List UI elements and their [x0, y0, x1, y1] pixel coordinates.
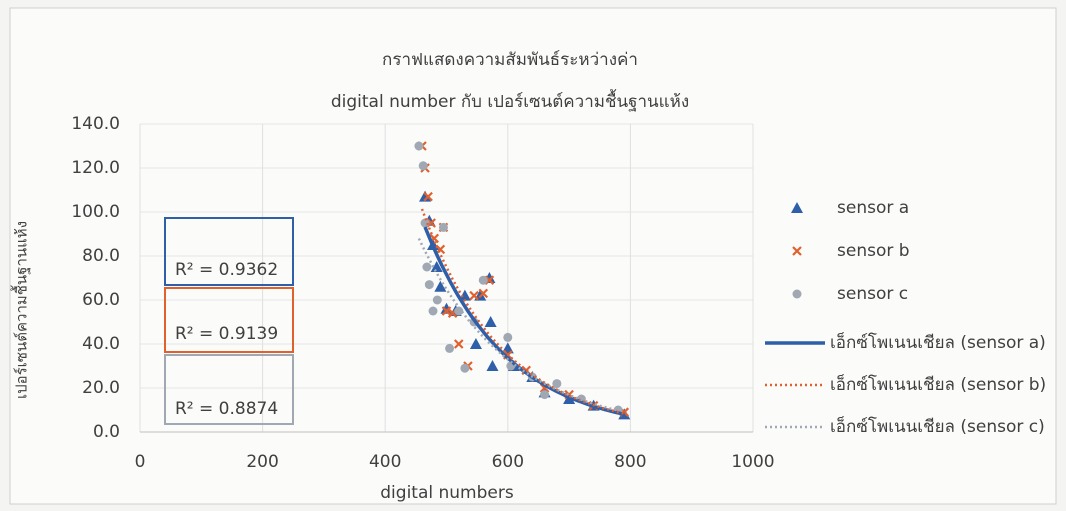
chart-subtitle: digital number กับ เปอร์เซนต์ความชื้นฐาน… — [331, 89, 689, 112]
marker — [458, 289, 471, 301]
x-tick-label: 200 — [246, 452, 278, 472]
chart-title: กราฟแสดงความสัมพันธ์ระหว่างค่า — [382, 50, 638, 70]
marker — [503, 332, 513, 342]
marker — [432, 295, 442, 305]
marker — [486, 360, 499, 371]
r2-box — [164, 217, 294, 286]
y-axis-label: เปอร์เซนต์ความชื้นฐานแห้ง — [11, 221, 31, 399]
marker — [419, 190, 432, 202]
trendline — [423, 226, 625, 417]
legend-label: เอ็กซ์โพเนนเชียล (sensor c) — [830, 415, 1045, 437]
marker — [540, 390, 550, 400]
marker — [469, 338, 482, 349]
marker — [469, 290, 479, 301]
marker — [418, 161, 428, 171]
marker — [552, 379, 562, 389]
marker — [430, 261, 443, 272]
y-tick-label: 120.0 — [71, 158, 120, 178]
marker — [441, 306, 452, 316]
x-tick-label: 0 — [135, 452, 146, 472]
y-tick-label: 100.0 — [71, 202, 120, 222]
x-tick-label: 1000 — [731, 452, 774, 472]
r2-box — [164, 287, 294, 353]
legend-marker — [791, 202, 803, 213]
marker — [414, 141, 424, 151]
marker — [484, 316, 497, 327]
legend-label: เอ็กซ์โพเนนเชียล (sensor a) — [830, 331, 1046, 353]
x-tick-label: 800 — [614, 452, 646, 472]
y-tick-label: 60.0 — [82, 290, 120, 310]
y-tick-label: 40.0 — [82, 334, 120, 354]
marker — [478, 275, 488, 285]
marker — [423, 191, 433, 202]
legend-label: sensor a — [837, 198, 909, 218]
r2-label: R² = 0.9362 — [175, 260, 278, 280]
r2-box — [164, 354, 294, 425]
marker — [422, 262, 432, 272]
x-tick-label: 600 — [492, 452, 524, 472]
legend-label: sensor b — [837, 241, 910, 261]
y-tick-label: 140.0 — [71, 114, 120, 134]
legend-marker — [792, 246, 802, 256]
marker — [445, 343, 455, 353]
marker — [478, 288, 489, 299]
marker — [460, 363, 470, 373]
y-tick-label: 0.0 — [93, 422, 120, 442]
marker — [420, 218, 430, 228]
marker — [428, 306, 438, 316]
marker — [454, 306, 464, 316]
legend-label: เอ็กซ์โพเนนเชียล (sensor b) — [830, 373, 1046, 395]
trendline — [420, 208, 625, 415]
r2-label: R² = 0.9139 — [175, 324, 278, 344]
marker — [424, 280, 434, 290]
marker — [434, 280, 447, 292]
marker — [453, 339, 464, 349]
y-tick-label: 80.0 — [82, 246, 120, 266]
legend-label: sensor c — [837, 284, 908, 304]
x-tick-label: 400 — [369, 452, 401, 472]
x-axis-label: digital numbers — [380, 483, 514, 503]
marker — [438, 222, 448, 232]
legend-marker — [792, 289, 802, 299]
y-tick-label: 20.0 — [82, 378, 120, 398]
r2-label: R² = 0.8874 — [175, 399, 278, 419]
